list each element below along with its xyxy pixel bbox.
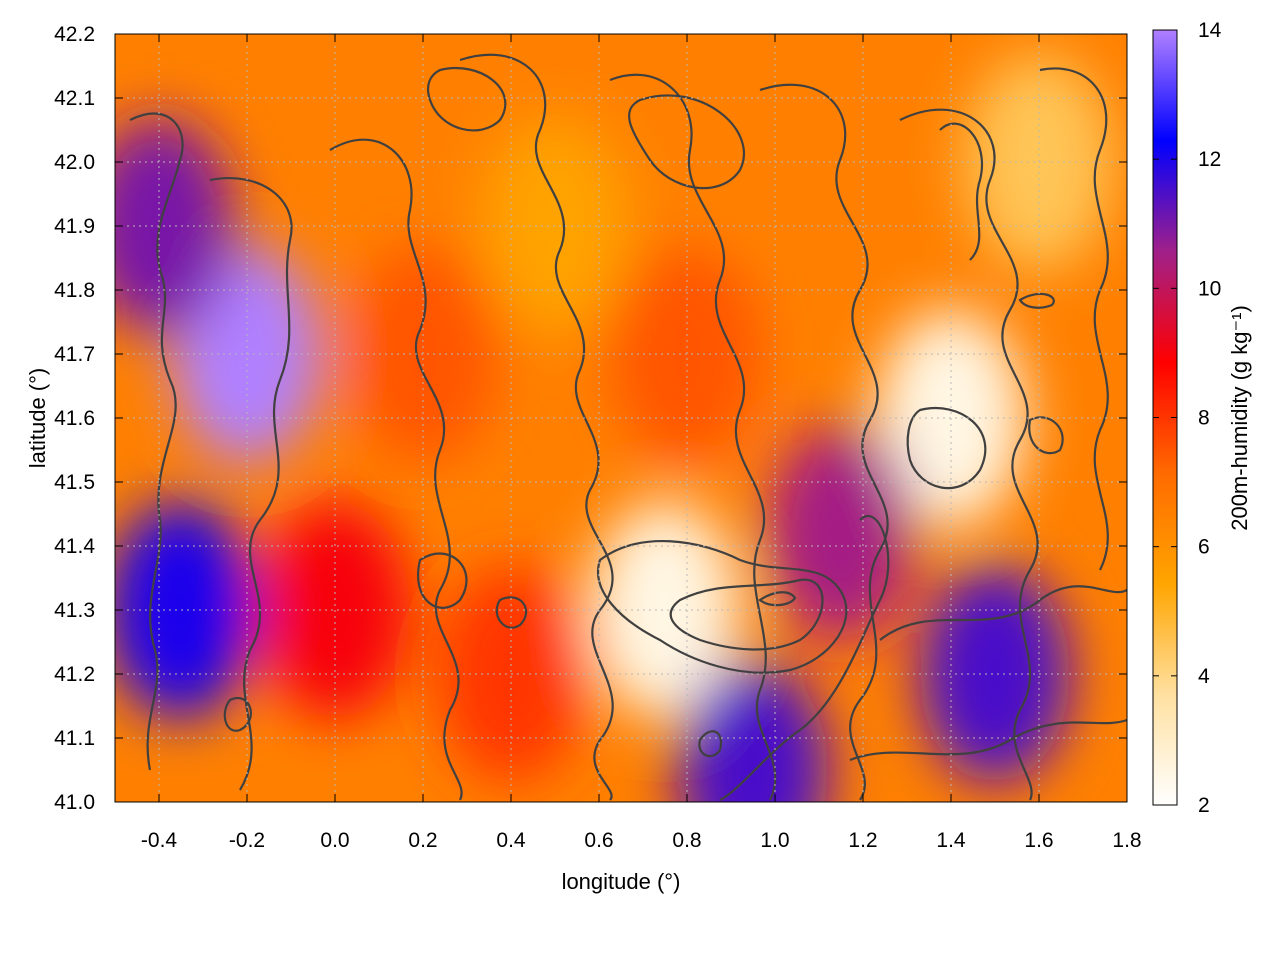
contour-line — [628, 94, 746, 190]
x-axis-label: longitude (°) — [562, 869, 681, 894]
contour-line — [223, 696, 252, 732]
contour-line — [597, 539, 848, 674]
y-tick-label: 41.4 — [54, 535, 95, 558]
contour-line — [495, 596, 528, 629]
humidity-region — [115, 501, 256, 719]
y-tick-label: 42.2 — [54, 23, 95, 46]
y-tick-label: 41.8 — [54, 279, 95, 302]
contour-line — [609, 73, 777, 801]
contour-line — [1018, 292, 1055, 309]
x-tick-label: 0.6 — [584, 829, 613, 852]
x-tick-label: 0.0 — [320, 829, 349, 852]
contour-line — [939, 122, 983, 261]
contour-line — [329, 138, 463, 801]
x-tick-label: 1.6 — [1024, 829, 1053, 852]
colorbar-tick-label: 12 — [1198, 148, 1221, 171]
contour-line — [426, 67, 507, 132]
humidity-field — [115, 34, 1114, 802]
y-tick-label: 41.5 — [54, 471, 95, 494]
contour-line — [759, 83, 889, 801]
humidity-region — [590, 501, 740, 719]
colorbar-label: 200m-humidity (g kg⁻¹) — [1227, 305, 1252, 531]
contour-line — [719, 515, 890, 801]
humidity-region — [766, 424, 916, 642]
x-tick-label: 1.8 — [1112, 829, 1141, 852]
humidity-region — [656, 34, 806, 239]
x-axis: -0.4 -0.2 0.0 0.2 0.4 0.6 0.8 1.0 1.2 1.4 1.6 1.8 — [141, 34, 1142, 852]
x-tick-label: 1.0 — [760, 829, 789, 852]
colorbar-ticks: 2 4 6 8 10 12 14 — [1153, 19, 1222, 817]
contour-line — [209, 177, 293, 791]
contour-line — [698, 730, 723, 758]
y-tick-label: 41.0 — [54, 791, 95, 814]
contour-line — [129, 112, 184, 771]
contour-line — [758, 591, 797, 607]
x-tick-label: 1.2 — [848, 829, 877, 852]
y-tick-label: 41.1 — [54, 727, 95, 750]
colorbar-tick-label: 4 — [1198, 665, 1210, 688]
y-axis: 41.0 41.1 41.2 41.3 41.4 41.5 41.6 41.7 41.8 41.9… — [54, 23, 1127, 814]
x-tick-label: 0.2 — [408, 829, 437, 852]
x-tick-label: 1.4 — [936, 829, 966, 852]
grid-lines — [115, 34, 1127, 802]
y-axis-label: latitude (°) — [25, 368, 50, 469]
x-tick-label: 0.4 — [496, 829, 526, 852]
humidity-region — [920, 565, 1070, 783]
contour-line — [899, 108, 1039, 801]
contour-line — [669, 578, 824, 651]
y-tick-label: 41.6 — [54, 407, 95, 430]
x-tick-label: -0.4 — [141, 829, 178, 852]
y-tick-label: 42.1 — [54, 87, 95, 110]
plot-area — [115, 34, 1127, 802]
humidity-region — [678, 661, 828, 802]
y-tick-label: 41.2 — [54, 663, 95, 686]
y-tick-label: 41.3 — [54, 599, 95, 622]
x-tick-label: -0.2 — [229, 829, 265, 852]
y-tick-label: 41.7 — [54, 343, 95, 366]
colorbar-tick-label: 14 — [1198, 19, 1222, 42]
contour-line — [906, 407, 987, 490]
contour-line — [849, 718, 1127, 762]
colorbar-tick-label: 10 — [1198, 277, 1221, 300]
y-tick-label: 41.9 — [54, 215, 95, 238]
colorbar-tick-label: 8 — [1198, 407, 1210, 430]
colorbar-tick-label: 6 — [1198, 536, 1210, 559]
plot-frame — [114, 33, 1128, 803]
x-tick-label: 0.8 — [672, 829, 701, 852]
contour-lines — [129, 53, 1127, 801]
y-tick-label: 42.0 — [54, 151, 95, 174]
contour-line — [879, 585, 1127, 641]
colorbar-tick-label: 2 — [1198, 794, 1210, 817]
humidity-region — [115, 117, 234, 335]
contour-line — [417, 552, 468, 609]
colorbar: 2 4 6 8 10 12 14 — [1152, 19, 1222, 817]
